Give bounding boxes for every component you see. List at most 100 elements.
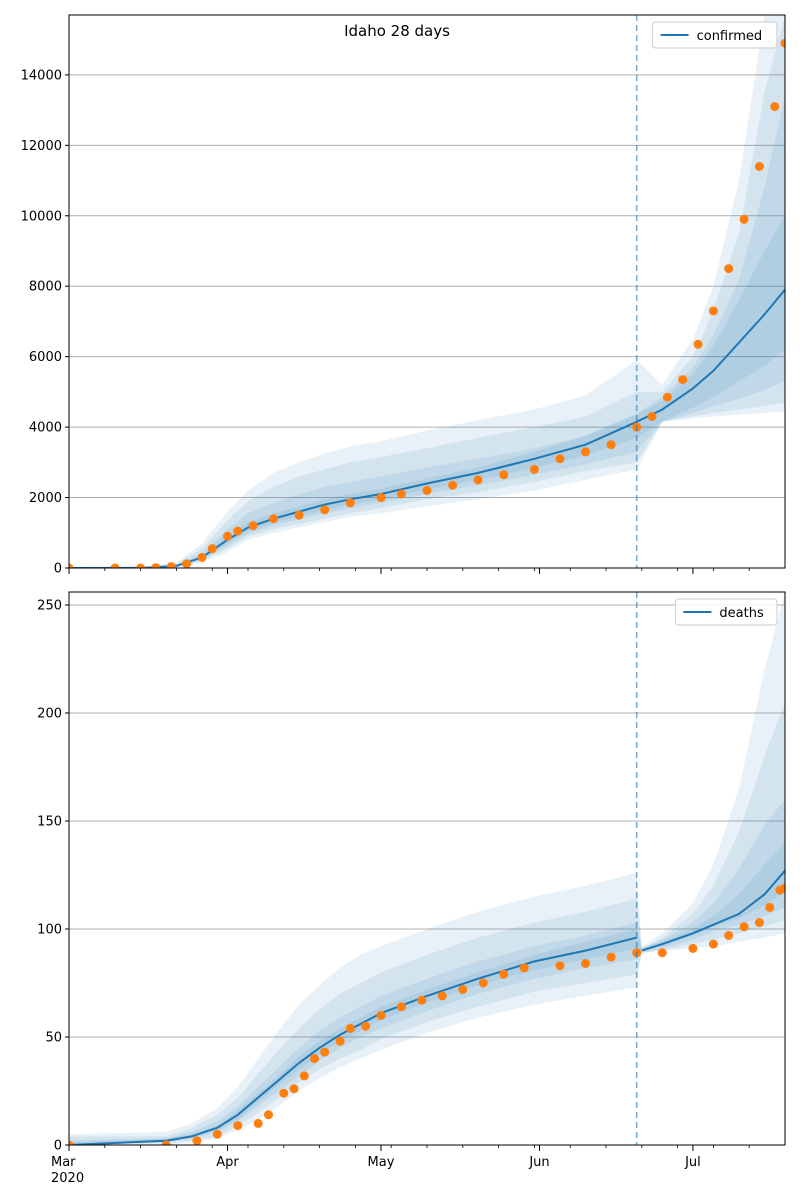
observed-point — [396, 1002, 406, 1012]
observed-point — [739, 922, 749, 932]
observed-point — [376, 493, 386, 503]
x-axis — [68, 568, 750, 574]
legend: confirmed — [652, 21, 778, 49]
observed-point — [233, 1121, 243, 1131]
x-tick-label: Jul — [684, 1155, 701, 1170]
observed-point — [448, 480, 458, 490]
x-tick-label: Mar — [51, 1155, 76, 1170]
median-line-deaths — [69, 870, 785, 1145]
legend: deaths — [674, 598, 778, 626]
x-tick-label: Jun — [528, 1155, 549, 1170]
observed-point — [708, 306, 718, 316]
observed-point — [688, 943, 698, 953]
observed-point — [320, 1047, 330, 1057]
observed-point — [192, 1136, 202, 1145]
observed-point — [581, 447, 590, 457]
observed-point — [207, 544, 217, 554]
observed-point — [166, 562, 176, 568]
observed-point — [657, 948, 667, 958]
y-tick-label: 0 — [54, 562, 62, 577]
y-tick-label: 10000 — [21, 209, 62, 224]
observed-point — [182, 559, 192, 568]
observed-point — [223, 531, 232, 541]
observed-point — [519, 963, 529, 973]
observed-point — [529, 464, 539, 474]
y-axis: 0 2000 4000 6000 8000 10000 12000 14000 — [21, 68, 69, 577]
observed-point — [335, 1036, 345, 1046]
observed-point — [396, 489, 406, 499]
observed-point — [765, 902, 775, 912]
observed-point — [233, 526, 243, 536]
observed-point — [499, 969, 509, 979]
observed-point — [739, 214, 749, 224]
uncertainty-bands — [69, 592, 785, 1145]
observed-point — [376, 1010, 386, 1020]
observed-point — [724, 264, 734, 274]
observed-point — [708, 939, 718, 949]
observed-point — [161, 1140, 171, 1145]
y-tick-label: 12000 — [21, 139, 62, 154]
observed-point — [606, 440, 616, 450]
y-tick-label: 4000 — [29, 421, 62, 436]
y-tick-label: 2000 — [29, 491, 62, 506]
legend-box — [674, 598, 778, 626]
observed-points — [69, 38, 785, 568]
y-tick-label: 200 — [37, 706, 62, 721]
band-level-0 — [69, 15, 785, 568]
observed-point — [136, 563, 146, 568]
y-tick-label: 50 — [45, 1030, 62, 1045]
observed-point — [724, 931, 734, 940]
observed-point — [754, 162, 764, 171]
observed-point — [320, 505, 330, 515]
observed-point — [555, 961, 565, 971]
legend-box — [652, 21, 778, 49]
band-level-1 — [69, 15, 785, 568]
observed-point — [279, 1088, 289, 1098]
observed-point — [151, 563, 161, 568]
observed-point — [478, 978, 488, 988]
observed-point — [289, 1084, 299, 1094]
chart-title: Idaho 28 days — [344, 22, 450, 40]
observed-point — [294, 510, 304, 520]
y-tick-label: 8000 — [29, 280, 62, 295]
y-tick-label: 6000 — [29, 350, 62, 365]
observed-point — [197, 552, 207, 562]
y-tick-label: 100 — [37, 922, 62, 937]
median-lines — [69, 870, 785, 1145]
observed-point — [780, 38, 785, 48]
y-tick-label: 250 — [37, 598, 62, 613]
observed-point — [361, 1021, 371, 1031]
observed-point — [345, 1023, 355, 1033]
observed-point — [662, 392, 672, 402]
band-level-3 — [69, 842, 785, 1145]
observed-point — [248, 521, 258, 531]
legend-label-confirmed: confirmed — [697, 29, 763, 44]
x-tick-label: Apr — [216, 1155, 239, 1170]
uncertainty-bands — [69, 15, 785, 568]
observed-point — [69, 563, 74, 568]
y-tick-label: 14000 — [21, 68, 62, 83]
band-level-2 — [69, 96, 785, 568]
observed-point — [417, 995, 427, 1005]
observed-point — [581, 959, 590, 968]
observed-point — [264, 1110, 273, 1120]
observed-point — [110, 563, 120, 568]
legend-label-deaths: deaths — [719, 606, 764, 621]
observed-point — [437, 991, 447, 1001]
observed-point — [647, 412, 657, 421]
observed-point — [299, 1071, 309, 1081]
x-tick-label: 2020 — [51, 1171, 84, 1186]
observed-point — [693, 339, 703, 349]
observed-point — [253, 1118, 263, 1128]
confirmed-panel: 0 2000 4000 6000 8000 10000 12000 14000 Idaho 2… — [21, 14, 786, 577]
observed-point — [69, 1140, 74, 1145]
observed-point — [212, 1129, 222, 1139]
y-tick-label: 150 — [37, 814, 62, 829]
observed-point — [345, 498, 355, 508]
observed-point — [555, 454, 565, 464]
observed-point — [678, 375, 688, 385]
